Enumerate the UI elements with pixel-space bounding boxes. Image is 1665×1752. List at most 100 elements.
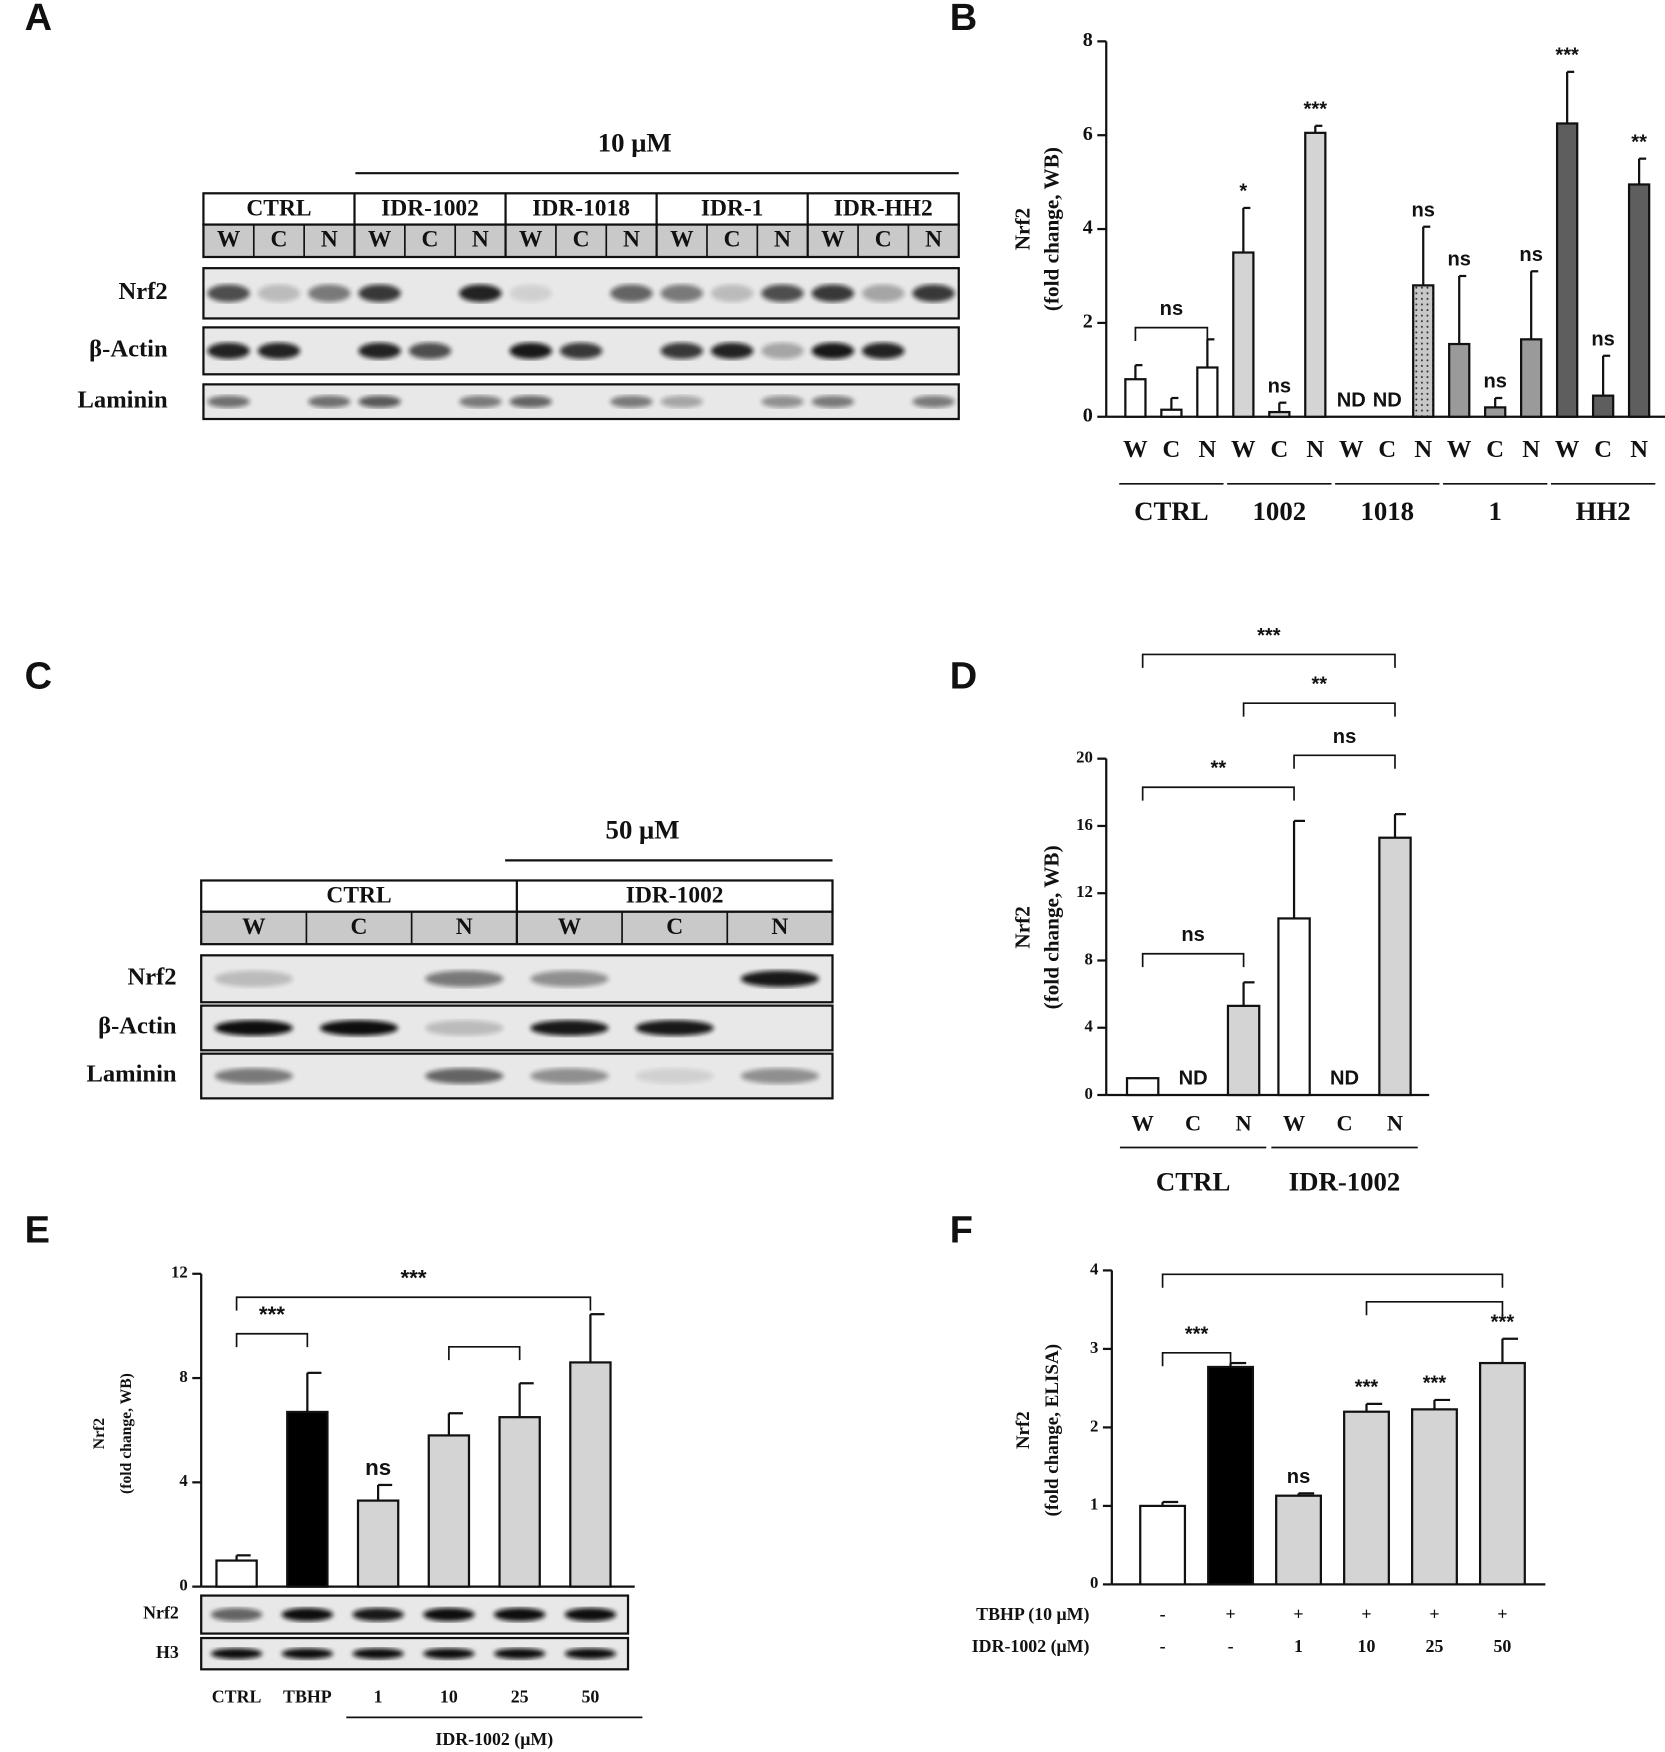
significance-label: ns <box>1447 249 1470 271</box>
x-tick-label: 1 <box>374 1686 383 1706</box>
x-tick-label: N <box>1198 436 1216 463</box>
blot-band <box>761 395 804 408</box>
blot-band <box>214 970 293 988</box>
condition-value: + <box>1361 1604 1371 1624</box>
blot-band <box>660 342 704 360</box>
blot-band <box>281 1648 334 1660</box>
significance-label: ND <box>1337 389 1366 411</box>
condition-value: - <box>1228 1636 1234 1656</box>
y-tick-label: 3 <box>1090 1338 1098 1357</box>
blot-band <box>459 395 502 408</box>
significance-bracket <box>235 1332 309 1348</box>
x-tick-label: C <box>1336 1110 1352 1135</box>
condition-value: 1 <box>1294 1636 1303 1656</box>
blot-band <box>564 1607 617 1622</box>
condition-name: TBHP (10 μM) <box>976 1604 1089 1625</box>
concentration-label: 50 μM <box>606 815 680 845</box>
blot-band <box>459 284 502 303</box>
x-tick-label: N <box>1306 436 1324 463</box>
y-tick-label: 0 <box>179 1575 187 1594</box>
blot-band <box>423 1648 475 1660</box>
significance-label: ns <box>1333 726 1356 748</box>
blot-band <box>425 1020 504 1036</box>
panel-letter: C <box>25 655 52 697</box>
significance-bracket <box>1141 952 1245 968</box>
significance-bracket <box>1141 786 1295 801</box>
significance-label: ** <box>1631 131 1647 153</box>
bar <box>1412 284 1435 418</box>
blot-band <box>423 1607 475 1622</box>
significance-bracket <box>1242 702 1396 717</box>
y-tick-label: 2 <box>1083 311 1093 333</box>
significance-label: ns <box>1519 244 1542 266</box>
group-label: CTRL <box>246 195 311 221</box>
significance-bracket <box>1293 754 1396 769</box>
blot-band <box>207 395 250 408</box>
bar <box>1139 1504 1187 1586</box>
x-tick-label: W <box>1555 436 1580 463</box>
y-tick-label: 4 <box>1090 1259 1099 1278</box>
significance-label: ND <box>1330 1068 1359 1090</box>
blot-row-label: H3 <box>156 1642 179 1662</box>
bar <box>215 1559 258 1588</box>
condition-value: 50 <box>1494 1636 1512 1656</box>
bar <box>1160 408 1183 418</box>
blot-band <box>710 284 754 303</box>
x-tick-label: 10 <box>440 1686 458 1706</box>
x-tick-label: W <box>1339 436 1364 463</box>
significance-label: * <box>1239 181 1247 203</box>
blot-band <box>635 1068 714 1084</box>
blot-band <box>811 342 855 360</box>
blot-band <box>509 342 552 360</box>
blot-band <box>358 395 401 408</box>
lane-label: C <box>875 227 892 253</box>
lane-label: N <box>925 227 942 253</box>
y-tick-label: 4 <box>179 1471 188 1490</box>
bar <box>1124 378 1147 418</box>
blot-band <box>761 284 804 303</box>
x-tick-label: W <box>1283 1110 1305 1135</box>
significance-label: ND <box>1179 1068 1208 1090</box>
significance-label: *** <box>1423 1373 1447 1395</box>
x-tick-label: W <box>1131 1110 1153 1135</box>
blot-band <box>210 1607 263 1622</box>
bar <box>1125 1077 1160 1097</box>
y-tick-label: 8 <box>179 1367 187 1386</box>
blot-band <box>740 1068 819 1084</box>
x-tick-label: W <box>1447 436 1472 463</box>
blot-row-label: β-Actin <box>89 335 168 362</box>
significance-label: ns <box>1412 199 1435 221</box>
lane-label: N <box>456 914 473 940</box>
blot-band <box>740 970 819 988</box>
bar <box>1411 1408 1458 1586</box>
bar <box>1207 1365 1255 1586</box>
x-tick-label: N <box>1630 436 1648 463</box>
bar <box>286 1410 329 1588</box>
y-tick-label: 0 <box>1090 1573 1098 1592</box>
panel-letter: F <box>950 1209 973 1251</box>
blot-band <box>761 342 804 360</box>
lane-label: N <box>623 227 640 253</box>
significance-label: ns <box>365 1455 391 1480</box>
blot-band <box>912 395 955 408</box>
blot-band <box>493 1648 546 1660</box>
blot-band <box>425 1068 504 1084</box>
group-label: IDR-1002 (μM) <box>435 1729 553 1750</box>
x-tick-label: C <box>1486 436 1504 463</box>
bar <box>1304 131 1327 418</box>
y-tick-label: 4 <box>1083 217 1093 239</box>
condition-value: 10 <box>1358 1636 1376 1656</box>
significance-bracket <box>1365 1300 1504 1316</box>
lane-label: W <box>670 227 694 253</box>
blot-band <box>660 284 704 303</box>
y-axis-label: (fold change, WB) <box>1040 147 1064 311</box>
bar <box>1226 1004 1261 1097</box>
group-label: IDR-1 <box>701 195 764 221</box>
panel-letter: D <box>950 655 977 697</box>
significance-label: ns <box>1160 298 1183 320</box>
x-tick-label: N <box>1522 436 1540 463</box>
lane-label: C <box>724 227 741 253</box>
blot-band <box>861 342 905 360</box>
